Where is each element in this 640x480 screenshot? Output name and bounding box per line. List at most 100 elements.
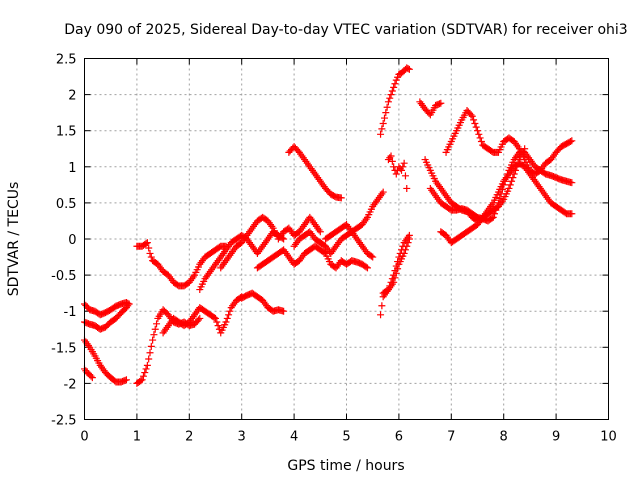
data-point [401, 246, 409, 254]
data-point [337, 194, 345, 202]
data-point [509, 174, 517, 182]
data-point [139, 372, 147, 380]
plot-frame [84, 58, 609, 420]
data-point [474, 127, 481, 135]
data-point [147, 342, 155, 350]
data-point [498, 185, 506, 193]
data-point [497, 190, 505, 198]
data-point [137, 377, 145, 385]
data-point [214, 322, 222, 330]
data-point [379, 188, 387, 196]
data-point [403, 242, 411, 250]
data-point [501, 177, 509, 185]
data-point [87, 372, 95, 380]
data-point [500, 181, 508, 189]
x-tick-label: 9 [552, 430, 560, 445]
data-point [384, 98, 392, 106]
y-tick-label: -1.5 [51, 341, 76, 356]
data-point [404, 65, 412, 73]
y-tick-label: 2 [68, 89, 76, 104]
x-tick-label: 0 [80, 430, 88, 445]
data-point [278, 234, 286, 242]
data-point [488, 214, 496, 222]
y-tick-label: -1 [64, 305, 77, 320]
data-point [280, 307, 288, 315]
series-arc-19 [416, 98, 445, 119]
data-point [568, 137, 576, 145]
y-tick-label: 0.5 [56, 197, 77, 212]
data-point [472, 123, 480, 131]
data-point [502, 174, 510, 182]
data-point [437, 99, 445, 107]
data-point [405, 65, 413, 73]
data-point [150, 331, 158, 339]
data-point [142, 365, 150, 373]
data-point [363, 264, 371, 272]
data-point [383, 103, 391, 111]
data-point [493, 203, 501, 211]
data-point [386, 94, 394, 102]
data-point [223, 314, 231, 322]
data-point [213, 318, 221, 326]
y-tick-labels: -2.5 -2 -1.5 -1 -0.5 0 0.5 1 1.5 2 2.5 [51, 53, 76, 429]
y-tick-label: -2.5 [51, 414, 76, 429]
data-point [489, 213, 497, 221]
data-point [153, 320, 161, 328]
data-point [388, 157, 396, 165]
series-arc-2 [81, 300, 133, 333]
data-point [367, 252, 375, 260]
series-arc-21 [442, 106, 576, 178]
data-point [122, 376, 130, 384]
data-point [212, 314, 219, 322]
x-tick-label: 3 [238, 430, 246, 445]
x-tick-label: 2 [185, 430, 193, 445]
data-point [369, 253, 377, 261]
data-point [390, 278, 398, 286]
data-point [388, 87, 396, 95]
data-point [280, 235, 288, 243]
x-tick-label: 6 [395, 430, 403, 445]
series-arc-23 [426, 148, 576, 225]
data-point [405, 235, 413, 243]
data-point [377, 130, 385, 138]
data-point [143, 361, 151, 369]
grid [84, 58, 609, 420]
y-axis-label: SDTVAR / TECUs [6, 182, 22, 297]
x-tick-labels: 0 1 2 3 4 5 6 7 8 9 10 [80, 430, 616, 445]
data-point [146, 349, 154, 357]
data-point [476, 134, 484, 142]
data-point [149, 336, 157, 344]
x-tick-label: 7 [447, 430, 455, 445]
chart-title: Day 090 of 2025, Sidereal Day-to-day VTE… [64, 22, 627, 38]
x-axis-label: GPS time / hours [287, 458, 404, 474]
data-point [391, 80, 399, 88]
series-arc-13 [322, 221, 377, 261]
data-point [125, 300, 133, 308]
data-point [142, 240, 150, 248]
data-point [377, 311, 385, 319]
x-tick-label: 1 [133, 430, 141, 445]
series-arc-15 [377, 64, 413, 138]
data-point [399, 163, 407, 171]
data-point [506, 181, 514, 189]
data-point [494, 199, 502, 207]
x-tick-label: 4 [290, 430, 298, 445]
data-point [391, 274, 399, 282]
series-arc-8 [238, 289, 288, 315]
data-point [378, 302, 386, 310]
y-tick-label: 1 [68, 161, 76, 176]
data-point [496, 194, 504, 202]
series-arc-17 [377, 235, 413, 319]
data-point [362, 263, 370, 271]
data-point [568, 179, 576, 187]
data-point [400, 159, 408, 167]
data-point [401, 172, 409, 180]
data-point [392, 269, 400, 277]
x-tick-label: 5 [342, 430, 350, 445]
data-point [210, 314, 218, 322]
data-point [141, 369, 149, 377]
data-point [567, 138, 575, 146]
data-point [151, 325, 159, 333]
series-arc-7 [159, 293, 246, 337]
data-point [225, 311, 233, 319]
